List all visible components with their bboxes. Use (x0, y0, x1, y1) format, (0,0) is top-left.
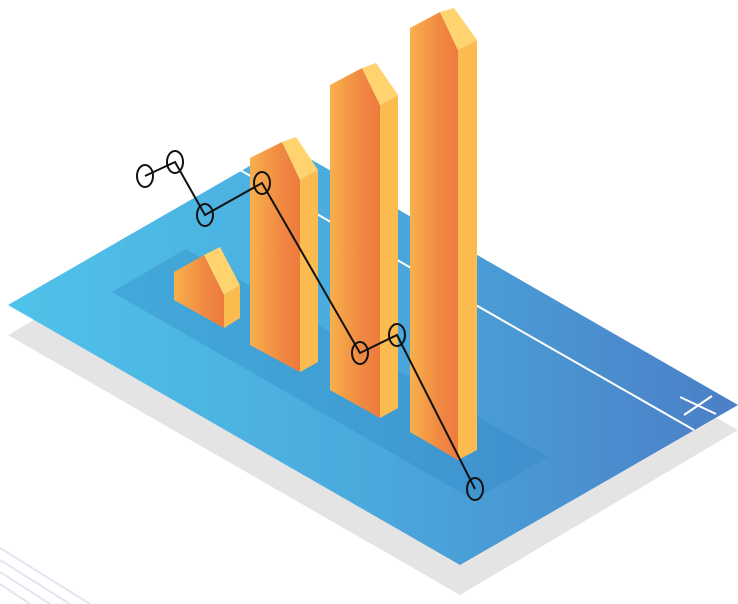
trend-nodes (136, 150, 484, 501)
background-stripes (0, 547, 91, 604)
bar-shape (330, 63, 398, 418)
trend-line (144, 160, 476, 490)
bar-shape (410, 8, 477, 460)
bar-shape (250, 137, 318, 372)
bar-shape (174, 247, 240, 328)
close-mark (679, 395, 717, 416)
